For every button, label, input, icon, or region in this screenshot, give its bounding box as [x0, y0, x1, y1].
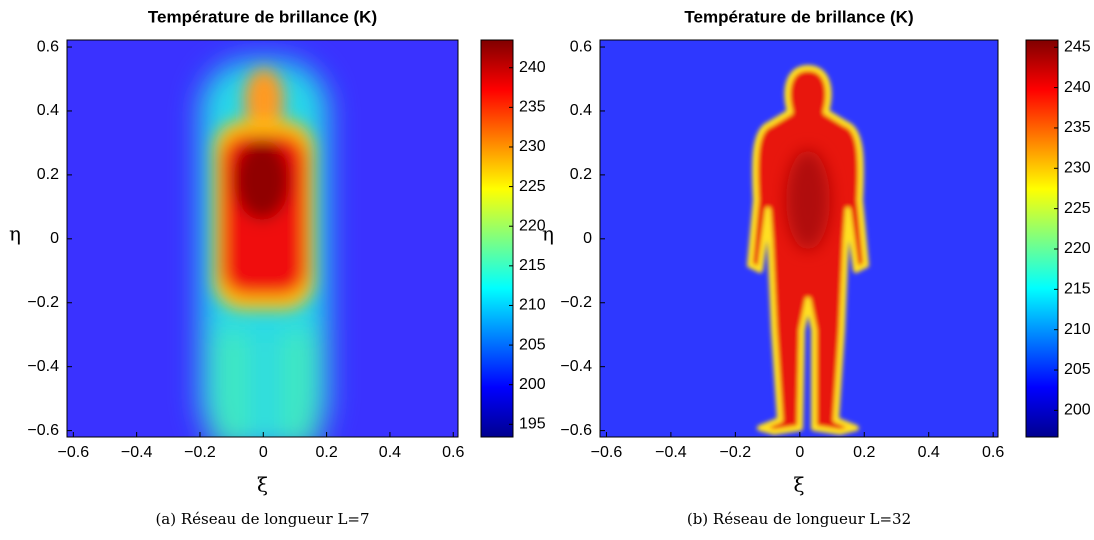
x-tick-label: −0.6: [58, 444, 90, 461]
x-tick-label: −0.4: [121, 444, 153, 461]
x-tick-label: −0.2: [184, 444, 216, 461]
x-tick-label: −0.2: [720, 444, 752, 461]
colorbar-tick-label: 205: [519, 336, 546, 353]
y-tick-label: −0.2: [27, 294, 59, 311]
colorbar-tick-label: 215: [1064, 281, 1091, 298]
colorbar-tick-label: 240: [1064, 79, 1091, 96]
colorbar-tick-label: 210: [1064, 321, 1091, 338]
y-tick-label: 0: [50, 230, 59, 247]
colorbar-tick-label: 225: [519, 178, 546, 195]
x-axis-label: ξ: [257, 473, 268, 497]
x-tick-label: −0.4: [655, 444, 687, 461]
x-tick-label: 0.6: [442, 444, 464, 461]
y-tick-label: −0.4: [27, 358, 59, 375]
y-tick-label: 0.2: [570, 166, 592, 183]
x-tick-label: 0.4: [918, 444, 940, 461]
caption: (b) Réseau de longueur L=32: [687, 510, 911, 528]
colorbar-tick-label: 225: [1064, 200, 1091, 217]
y-tick-label: 0.4: [570, 102, 592, 119]
heatmap-image: [67, 40, 458, 437]
x-tick-label: 0.4: [379, 444, 401, 461]
y-axis-label: η: [9, 221, 21, 245]
colorbar-tick-label: 230: [1064, 160, 1091, 177]
colorbar-tick-label: 215: [519, 257, 546, 274]
y-tick-label: 0.6: [570, 38, 592, 55]
y-tick-label: −0.6: [560, 422, 592, 439]
y-tick-label: 0.6: [37, 38, 59, 55]
heatmap-image: [600, 40, 998, 437]
colorbar: [1025, 39, 1059, 438]
colorbar-tick-label: 210: [519, 297, 546, 314]
x-tick-label: 0.2: [315, 444, 337, 461]
y-tick-label: 0.4: [37, 102, 59, 119]
colorbar-tick-label: 240: [519, 59, 546, 76]
chart-title: Température de brillance (K): [684, 7, 913, 26]
y-tick-label: 0.2: [37, 166, 59, 183]
x-tick-label: 0: [795, 444, 804, 461]
colorbar-tick-label: 200: [519, 376, 546, 393]
x-axis-label: ξ: [793, 473, 804, 497]
colorbar-tick-label: 230: [519, 138, 546, 155]
y-tick-label: −0.6: [27, 422, 59, 439]
caption: (a) Réseau de longueur L=7: [155, 510, 369, 528]
colorbar-tick-label: 235: [1064, 119, 1091, 136]
colorbar-tick-label: 220: [519, 217, 546, 234]
x-tick-label: 0.6: [982, 444, 1004, 461]
y-tick-label: 0: [583, 230, 592, 247]
colorbar-tick-label: 235: [519, 99, 546, 116]
y-tick-label: −0.2: [560, 294, 592, 311]
x-tick-label: −0.6: [591, 444, 623, 461]
colorbar-tick-label: 205: [1064, 361, 1091, 378]
colorbar-tick-label: 200: [1064, 402, 1091, 419]
y-tick-label: −0.4: [560, 358, 592, 375]
x-tick-label: 0: [259, 444, 268, 461]
colorbar: [480, 39, 514, 438]
colorbar-tick-label: 245: [1064, 38, 1091, 55]
chart-title: Température de brillance (K): [148, 7, 377, 26]
colorbar-tick-label: 195: [519, 416, 546, 433]
colorbar-tick-label: 220: [1064, 240, 1091, 257]
y-axis-label: η: [542, 221, 554, 245]
x-tick-label: 0.2: [853, 444, 875, 461]
